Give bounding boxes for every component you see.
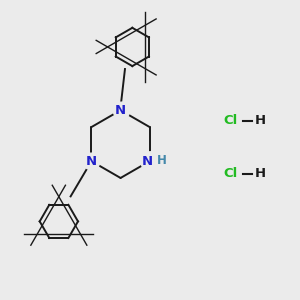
Text: Cl: Cl (224, 114, 238, 127)
Text: H: H (254, 114, 266, 127)
Text: N: N (115, 104, 126, 117)
Text: H: H (157, 154, 167, 167)
Text: H: H (254, 167, 266, 180)
Text: N: N (141, 154, 152, 167)
Text: N: N (86, 154, 97, 167)
Text: Cl: Cl (224, 167, 238, 180)
